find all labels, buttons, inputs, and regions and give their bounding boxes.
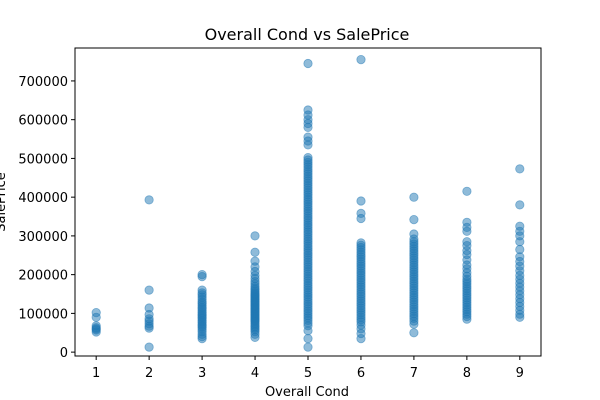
data-point [303, 342, 313, 352]
data-point [515, 221, 525, 231]
x-tick-label: 2 [145, 366, 153, 381]
data-point [409, 215, 419, 225]
x-tick-label: 7 [410, 366, 418, 381]
data-point [515, 200, 525, 210]
data-point [409, 192, 419, 202]
data-point [409, 328, 419, 338]
x-axis-ticks: 1 2 3 4 5 6 7 8 9 [92, 356, 524, 381]
data-point [144, 195, 154, 205]
data-point [409, 229, 419, 239]
data-point [303, 333, 313, 344]
data-point [303, 58, 313, 69]
x-tick-label: 5 [304, 366, 312, 381]
points-layer [91, 54, 525, 352]
data-point [197, 269, 207, 280]
data-point [250, 231, 260, 241]
x-tick-label: 4 [251, 366, 259, 381]
x-axis-label: Overall Cond [265, 385, 349, 400]
data-point [515, 164, 525, 174]
data-point [462, 217, 472, 227]
data-point [303, 132, 313, 142]
data-point [356, 238, 366, 248]
y-tick-label: 700000 [18, 75, 68, 90]
data-point [303, 153, 313, 163]
x-tick-label: 6 [357, 366, 365, 381]
data-point [356, 54, 366, 65]
data-point [197, 285, 207, 295]
x-tick-label: 1 [92, 366, 100, 381]
data-point [144, 342, 154, 352]
y-tick-label: 0 [60, 346, 68, 361]
data-point [462, 186, 472, 196]
y-tick-label: 300000 [18, 230, 68, 245]
data-point [144, 303, 154, 313]
y-axis-label: SalePrice [0, 172, 9, 232]
chart-title: Overall Cond vs SalePrice [205, 25, 410, 44]
y-tick-label: 500000 [18, 152, 68, 167]
y-tick-label: 100000 [18, 307, 68, 322]
data-point [91, 321, 101, 331]
x-tick-label: 8 [463, 366, 471, 381]
data-point [144, 285, 154, 295]
data-point [250, 256, 260, 266]
x-tick-label: 9 [516, 366, 524, 381]
data-point [356, 196, 366, 206]
y-tick-label: 400000 [18, 191, 68, 206]
data-point [356, 208, 366, 218]
y-tick-label: 200000 [18, 269, 68, 284]
data-point [303, 105, 313, 115]
data-point [462, 237, 472, 247]
y-tick-label: 600000 [18, 114, 68, 129]
y-axis-ticks: 0 100000 200000 300000 400000 500000 600000 700… [18, 75, 75, 361]
data-point [91, 307, 101, 318]
data-point [515, 244, 525, 255]
x-tick-label: 3 [198, 366, 206, 381]
data-point [250, 247, 260, 257]
